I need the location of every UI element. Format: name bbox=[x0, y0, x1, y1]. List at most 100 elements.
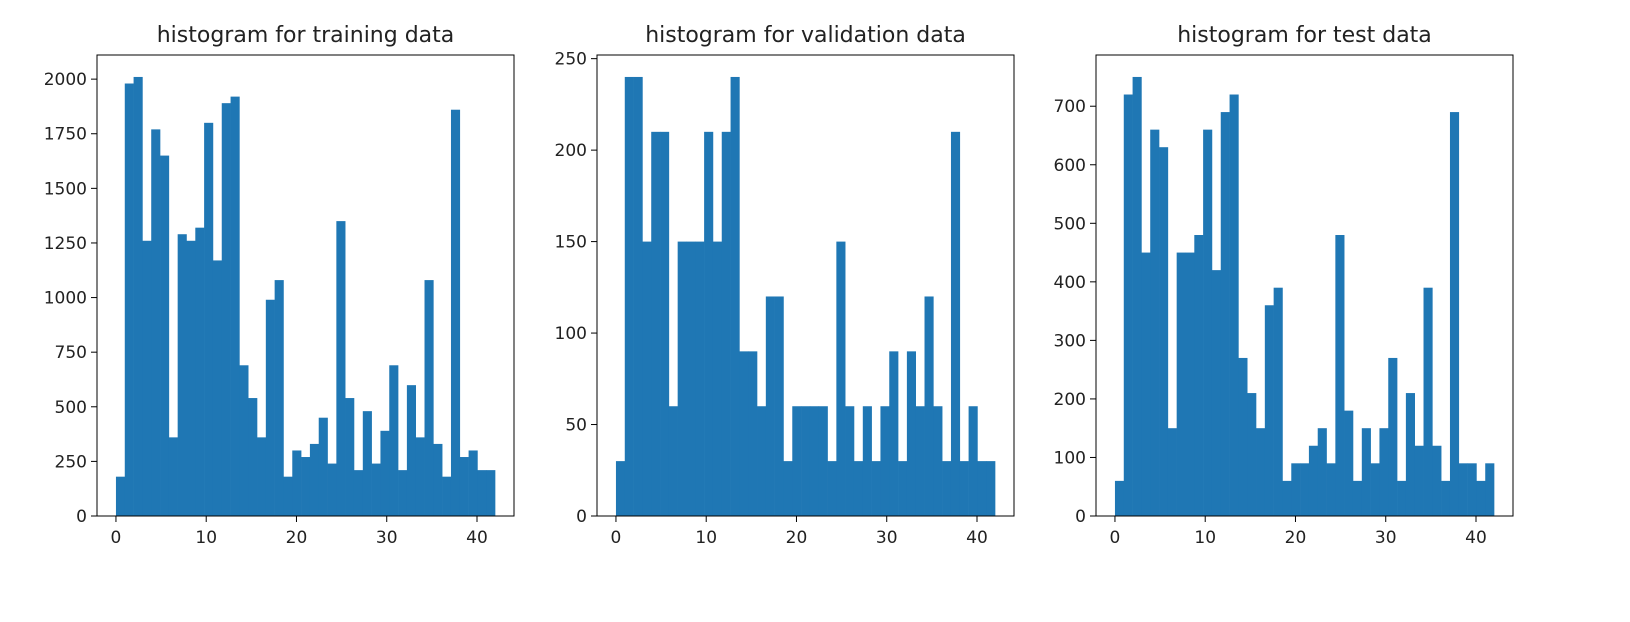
bar bbox=[853, 461, 864, 516]
bar bbox=[327, 463, 337, 516]
axes-frame bbox=[96, 54, 515, 517]
x-tick-label: 20 bbox=[1285, 528, 1307, 548]
bar bbox=[415, 437, 425, 516]
y-tick-label: 100 bbox=[1054, 448, 1086, 468]
bar bbox=[774, 296, 784, 516]
bar bbox=[968, 406, 978, 516]
bar bbox=[257, 437, 267, 516]
bar bbox=[1370, 463, 1380, 516]
bar bbox=[1150, 129, 1160, 516]
bar bbox=[265, 299, 275, 516]
bar bbox=[942, 461, 952, 516]
bar bbox=[160, 155, 170, 516]
y-tick-label: 2000 bbox=[44, 70, 87, 90]
bar bbox=[1326, 463, 1336, 516]
bar bbox=[1185, 252, 1195, 517]
bar bbox=[668, 406, 678, 516]
bar bbox=[1308, 445, 1319, 516]
bar bbox=[1114, 480, 1125, 516]
bar bbox=[1203, 129, 1213, 516]
bar bbox=[845, 406, 855, 516]
bar bbox=[1458, 463, 1468, 516]
bar bbox=[986, 461, 996, 516]
bar bbox=[371, 463, 381, 516]
bar bbox=[468, 450, 478, 516]
bar bbox=[818, 406, 828, 516]
bar bbox=[142, 240, 152, 516]
bar bbox=[1414, 445, 1424, 516]
x-tick-label: 20 bbox=[786, 528, 808, 548]
bar bbox=[442, 476, 452, 516]
x-tick-label: 10 bbox=[695, 528, 717, 548]
bar bbox=[660, 131, 670, 517]
bar bbox=[1405, 393, 1416, 516]
bar bbox=[1476, 480, 1486, 516]
bar bbox=[642, 241, 652, 516]
bar bbox=[862, 406, 872, 516]
bar bbox=[1352, 480, 1363, 516]
bar bbox=[486, 470, 496, 516]
bar bbox=[1264, 305, 1274, 516]
bar bbox=[836, 241, 846, 516]
bar bbox=[1317, 428, 1327, 516]
bar bbox=[389, 365, 399, 516]
bar bbox=[186, 240, 196, 516]
y-tick-label: 0 bbox=[576, 507, 587, 527]
y-tick-label: 0 bbox=[1075, 507, 1086, 527]
bar bbox=[292, 450, 302, 516]
axes-frame bbox=[596, 54, 1015, 517]
x-tick-label: 30 bbox=[1375, 528, 1397, 548]
bar bbox=[221, 103, 231, 516]
bar bbox=[1432, 445, 1442, 516]
bar bbox=[1300, 463, 1310, 516]
bar bbox=[477, 470, 487, 516]
bar bbox=[686, 241, 696, 516]
y-tick-label: 700 bbox=[1054, 97, 1086, 117]
bar bbox=[459, 457, 469, 516]
y-tick-label: 0 bbox=[76, 507, 87, 527]
bar bbox=[915, 406, 925, 516]
bar bbox=[880, 406, 890, 516]
bar bbox=[248, 398, 258, 516]
bar bbox=[177, 234, 187, 516]
bar bbox=[695, 241, 705, 516]
x-tick-label: 30 bbox=[376, 528, 398, 548]
bar bbox=[168, 437, 178, 516]
bar bbox=[757, 406, 767, 516]
bar bbox=[906, 351, 917, 516]
bar bbox=[633, 76, 643, 516]
x-tick-label: 0 bbox=[1110, 528, 1121, 548]
bar bbox=[1238, 357, 1248, 516]
bar bbox=[889, 351, 899, 516]
bar bbox=[809, 406, 820, 516]
bar bbox=[933, 406, 943, 516]
bar bbox=[309, 443, 320, 516]
x-tick-label: 0 bbox=[611, 528, 622, 548]
bar bbox=[871, 461, 881, 516]
bar bbox=[406, 385, 417, 516]
bar bbox=[230, 96, 240, 516]
bar bbox=[151, 129, 161, 516]
bar bbox=[204, 122, 214, 516]
bar bbox=[792, 406, 802, 516]
y-tick-label: 1750 bbox=[44, 125, 87, 145]
y-tick-label: 100 bbox=[555, 324, 587, 344]
chart-title: histogram for test data bbox=[1177, 23, 1432, 48]
bar bbox=[274, 280, 284, 516]
bar bbox=[977, 461, 987, 516]
bar bbox=[1132, 76, 1142, 516]
bar bbox=[1194, 235, 1204, 516]
bar bbox=[1159, 147, 1169, 516]
bar bbox=[1256, 428, 1266, 516]
bar bbox=[1344, 410, 1354, 516]
bar bbox=[1449, 112, 1460, 517]
bar bbox=[345, 398, 355, 516]
bar bbox=[1141, 252, 1151, 517]
bar bbox=[765, 296, 775, 516]
bar bbox=[1273, 287, 1283, 516]
bar bbox=[1220, 112, 1230, 517]
bar bbox=[1176, 252, 1186, 517]
y-tick-label: 600 bbox=[1054, 156, 1086, 176]
bar bbox=[1467, 463, 1477, 516]
